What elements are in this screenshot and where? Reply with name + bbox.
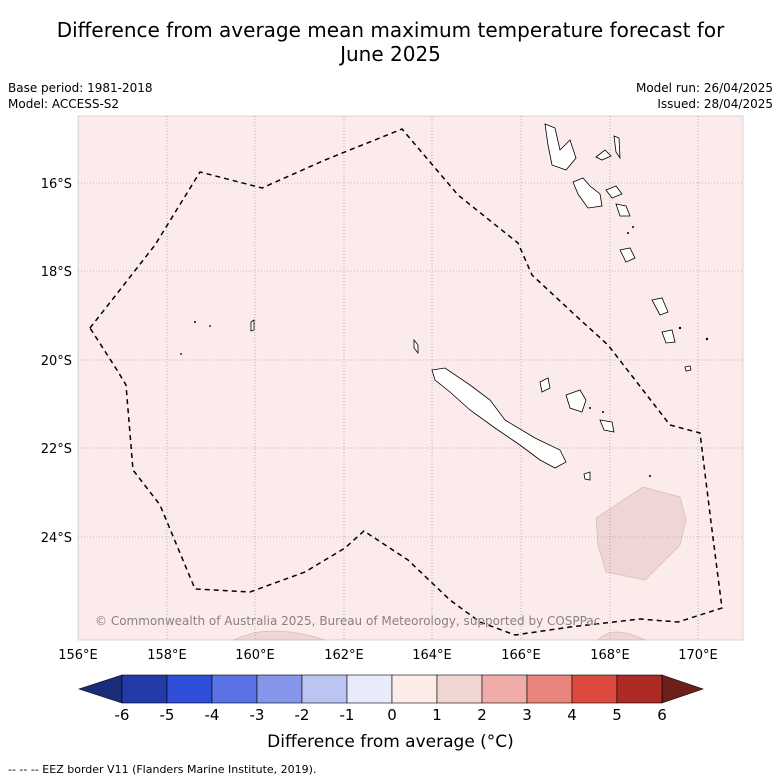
eez-legend-text: -- -- -- EEZ border V11 (Flanders Marine… xyxy=(8,763,317,776)
colorbar-label: Difference from average (°C) xyxy=(267,732,514,752)
colorbar-tick-label: -3 xyxy=(250,706,265,724)
islet xyxy=(627,232,629,234)
colorbar-tick-label: -1 xyxy=(340,706,355,724)
bellona-reef xyxy=(250,319,255,332)
colorbar-bin xyxy=(571,674,618,704)
model-text: Model: ACCESS-S2 xyxy=(8,97,120,111)
islet xyxy=(589,407,591,409)
eez-border xyxy=(89,128,723,636)
lon-label: 164°E xyxy=(412,648,452,663)
latitude-labels: 16°S 18°S 20°S 22°S 24°S xyxy=(41,177,72,546)
colorbar-bin xyxy=(526,674,573,704)
colorbar-extend-low xyxy=(78,674,123,704)
islet xyxy=(705,337,709,341)
colorbar-tick-label: 4 xyxy=(567,706,577,724)
colorbar-bin xyxy=(436,674,483,704)
longitude-labels: 156°E 158°E 160°E 162°E 164°E 166°E 168°… xyxy=(58,648,718,663)
epi-island xyxy=(615,203,631,217)
lon-label: 158°E xyxy=(147,648,187,663)
colorbar-tick-label: 5 xyxy=(612,706,622,724)
colorbar-tick-label: -4 xyxy=(205,706,220,724)
meta-left: Base period: 1981-2018 Model: ACCESS-S2 xyxy=(8,80,153,112)
colorbar-bin xyxy=(121,674,168,704)
lat-label: 18°S xyxy=(41,265,72,280)
colorbar-tick-label: -6 xyxy=(115,706,130,724)
lat-label: 16°S xyxy=(41,177,72,192)
colorbar-extend-high xyxy=(661,674,704,704)
colorbar-bin xyxy=(346,674,393,704)
lon-label: 160°E xyxy=(235,648,275,663)
islet xyxy=(209,325,211,327)
islet xyxy=(180,353,182,355)
colorbar-bin xyxy=(301,674,348,704)
efate-island xyxy=(619,247,636,263)
espiritu-santo-island xyxy=(544,123,577,171)
malakula-island xyxy=(572,177,603,209)
islet xyxy=(602,411,604,413)
map-frame xyxy=(77,115,744,641)
colorbar-tick-label: 3 xyxy=(522,706,532,724)
colorbar-bin xyxy=(256,674,303,704)
islands xyxy=(250,123,692,481)
base-period-text: Base period: 1981-2018 xyxy=(8,81,153,95)
tanna-island xyxy=(661,329,676,344)
new-caledonia-island xyxy=(431,367,567,469)
erromango-island xyxy=(651,297,669,316)
islet xyxy=(649,475,651,477)
colorbar-bin xyxy=(481,674,528,704)
colorbar-tick-label: 1 xyxy=(432,706,442,724)
colorbar-tick-label: 6 xyxy=(657,706,667,724)
lon-label: 168°E xyxy=(590,648,630,663)
colorbar-bin xyxy=(616,674,663,704)
colorbar-tick-label: 0 xyxy=(387,706,397,724)
islet xyxy=(194,321,196,323)
lat-label: 20°S xyxy=(41,354,72,369)
anomaly-patch-east xyxy=(595,486,687,581)
colorbar: -6 -5 -4 -3 -2 -1 0 1 2 3 4 5 6 xyxy=(78,674,704,724)
map-title: Difference from average mean maximum tem… xyxy=(0,18,781,66)
mare-island xyxy=(599,419,615,433)
aneityum-island xyxy=(684,365,692,372)
lon-label: 156°E xyxy=(58,648,98,663)
walpole-island xyxy=(583,471,591,481)
lifou-island xyxy=(565,389,587,413)
gridlines xyxy=(78,116,743,640)
pentecost-island xyxy=(613,135,621,160)
copyright-text: © Commonwealth of Australia 2025, Bureau… xyxy=(95,614,601,628)
colorbar-bin xyxy=(166,674,213,704)
islet xyxy=(632,226,634,228)
colorbar-tick-label: 2 xyxy=(477,706,487,724)
colorbar-tick-label: -5 xyxy=(160,706,175,724)
islet xyxy=(678,326,682,330)
model-run-text: Model run: 26/04/2025 xyxy=(635,81,773,95)
chesterfield-island xyxy=(413,338,419,355)
lon-label: 166°E xyxy=(501,648,541,663)
colorbar-tick-label: -2 xyxy=(295,706,310,724)
colorbar-bin xyxy=(211,674,258,704)
lat-label: 24°S xyxy=(41,531,72,546)
issued-text: Issued: 28/04/2025 xyxy=(657,97,773,111)
small-islets xyxy=(180,226,709,477)
lon-label: 162°E xyxy=(324,648,364,663)
anomaly-patch-south-west xyxy=(233,630,326,641)
ouvea-island xyxy=(539,377,551,393)
meta-right: Model run: 26/04/2025 Issued: 28/04/2025 xyxy=(636,80,773,112)
colorbar-bin xyxy=(391,674,438,704)
maewo-island xyxy=(595,149,612,161)
lon-label: 170°E xyxy=(678,648,718,663)
title-line-1: Difference from average mean maximum tem… xyxy=(56,18,725,42)
lat-label: 22°S xyxy=(41,442,72,457)
title-line-2: June 2025 xyxy=(340,42,441,66)
ambrym-island xyxy=(605,185,623,199)
